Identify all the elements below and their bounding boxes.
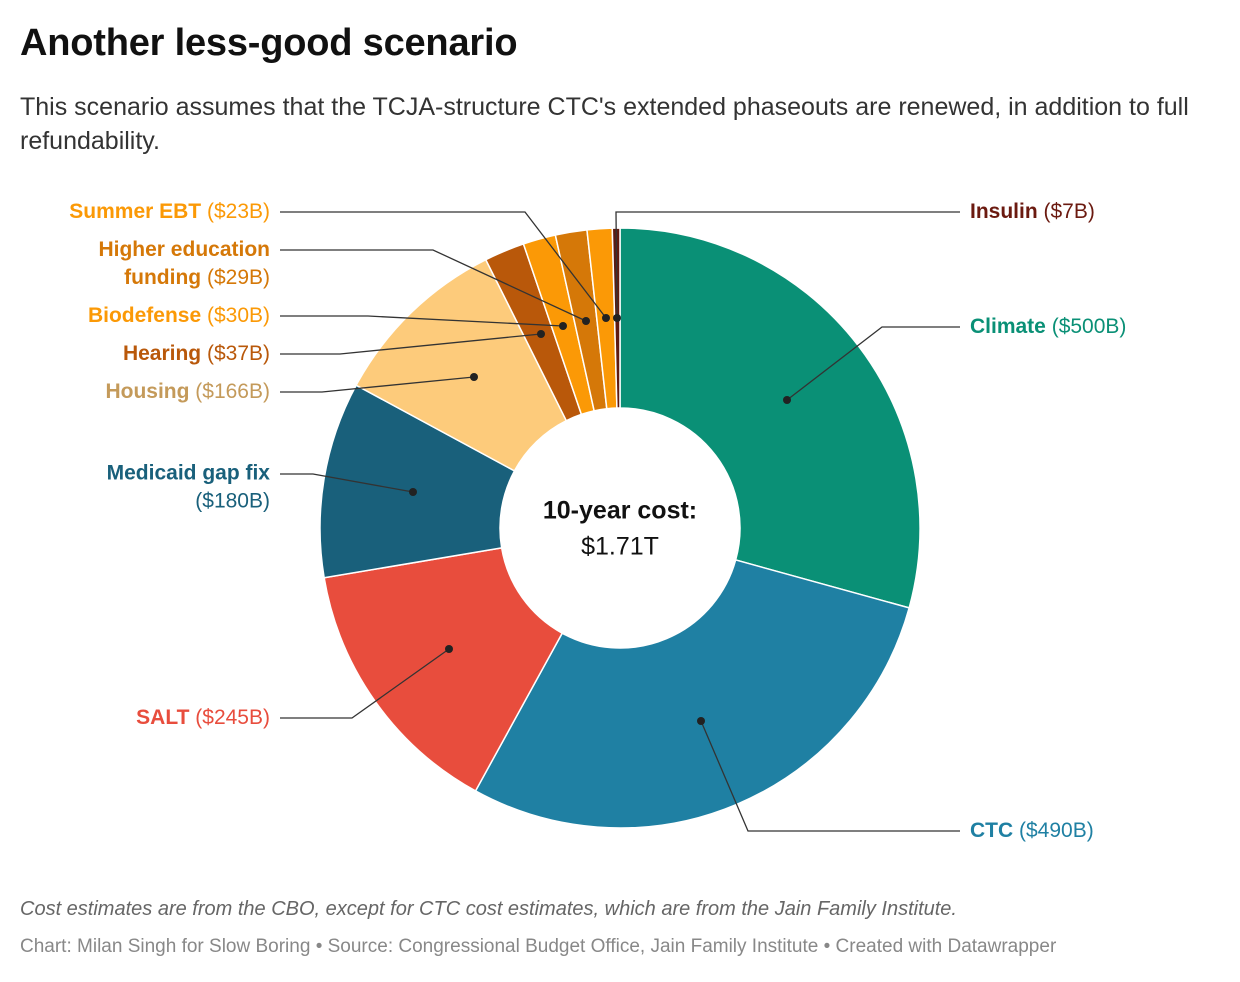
leader-dot-summer-ebt: [602, 314, 610, 322]
leader-line-salt: [280, 648, 450, 719]
label-ctc: CTC ($490B): [970, 819, 1094, 842]
label-hearing: Hearing ($37B): [123, 342, 270, 365]
label-medicaid-gap-fix: Medicaid gap fix: [107, 462, 271, 485]
label-summer-ebt: Summer EBT ($23B): [69, 200, 270, 223]
leader-line-biodefense: [280, 315, 564, 327]
leader-dot-medicaid-gap-fix: [409, 488, 417, 496]
leader-dot-higher-education-funding: [582, 317, 590, 325]
leader-line-hearing: [280, 333, 542, 355]
label-medicaid-gap-fix-value: ($180B): [195, 490, 270, 513]
center-label-value: $1.71T: [581, 533, 659, 561]
leader-dot-climate: [783, 396, 791, 404]
label-insulin: Insulin ($7B): [970, 200, 1095, 223]
leader-dot-ctc: [697, 717, 705, 725]
leader-line-higher-education-funding: [280, 249, 587, 322]
leader-dot-hearing: [537, 330, 545, 338]
label-biodefense: Biodefense ($30B): [88, 304, 270, 327]
slice-ctc: [474, 559, 911, 829]
chart-note: Cost estimates are from the CBO, except …: [20, 898, 957, 920]
slice-salt: [323, 547, 564, 792]
leader-line-housing: [280, 376, 475, 393]
leader-line-summer-ebt: [280, 211, 607, 319]
leader-dot-biodefense: [559, 322, 567, 330]
center-label-title: 10-year cost:: [543, 497, 697, 525]
leader-dot-insulin: [613, 314, 621, 322]
slice-climate: [619, 227, 921, 609]
label-higher-education-funding: Higher education: [98, 238, 270, 261]
label-climate: Climate ($500B): [970, 315, 1126, 338]
chart-credit: Chart: Milan Singh for Slow Boring • Sou…: [20, 936, 1057, 957]
label-higher-education-funding-line2: funding ($29B): [124, 266, 270, 289]
leader-line-climate: [786, 326, 960, 401]
leader-line-ctc: [700, 720, 960, 832]
leader-dot-housing: [470, 373, 478, 381]
leader-line-medicaid-gap-fix: [280, 473, 414, 493]
slice-medicaid-gap-fix: [319, 384, 516, 579]
label-salt: SALT ($245B): [136, 706, 270, 729]
leader-line-insulin: [615, 211, 960, 319]
chart-subtitle: This scenario assumes that the TCJA-stru…: [20, 93, 1189, 155]
label-housing: Housing ($166B): [105, 380, 270, 403]
chart-title: Another less-good scenario: [20, 22, 518, 64]
leader-dot-salt: [445, 645, 453, 653]
